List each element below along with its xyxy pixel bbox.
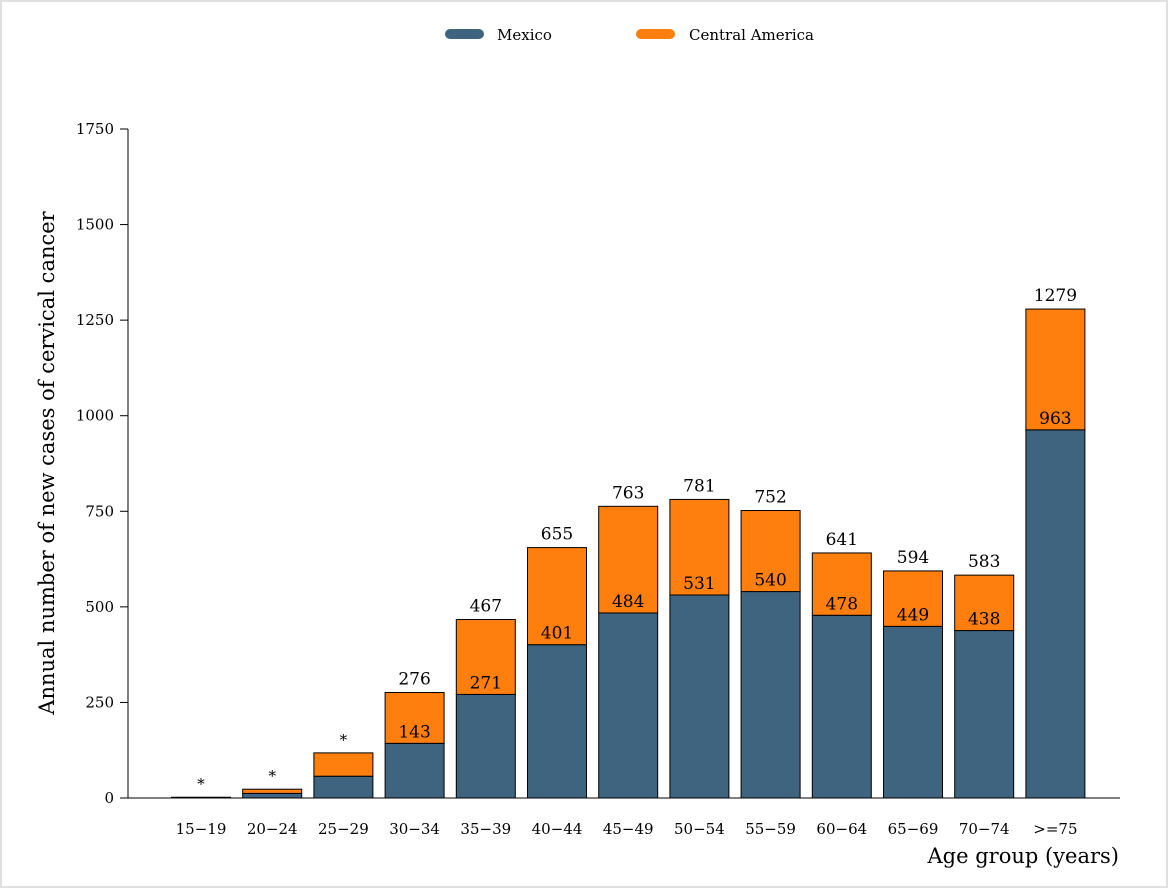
y-tick-label: 0 [104, 789, 114, 807]
total-data-label: 752 [754, 488, 786, 508]
bar-segment-mexico [314, 776, 373, 798]
bar-segment-mexico [955, 631, 1014, 798]
bar-segment-mexico [670, 595, 729, 798]
inner-data-label: 484 [612, 592, 644, 612]
inner-data-label: 401 [541, 624, 573, 644]
legend: Mexico Central America [445, 26, 814, 44]
x-tick-label: 70−74 [959, 820, 1010, 838]
x-tick-label: 45−49 [603, 820, 654, 838]
suppressed-marker: * [268, 767, 276, 785]
inner-data-label: 438 [968, 610, 1000, 630]
inner-data-label: 531 [683, 574, 715, 594]
x-tick-label: 20−24 [247, 820, 298, 838]
bar-segment-mexico [812, 615, 871, 798]
x-tick-label: 30−34 [389, 820, 440, 838]
inner-data-label: 449 [897, 605, 929, 625]
inner-data-label: 963 [1039, 409, 1071, 429]
y-tick-label: 1000 [76, 407, 114, 425]
inner-data-label: 478 [826, 594, 858, 614]
y-tick-label: 500 [85, 598, 114, 616]
y-axis: 0 250 500 750 1000 1250 1500 1750 [76, 120, 128, 807]
total-data-label: 1279 [1034, 286, 1077, 306]
bars [172, 309, 1085, 798]
total-data-label: 467 [470, 596, 502, 616]
legend-swatch [636, 29, 675, 39]
total-data-label: 763 [612, 483, 644, 503]
x-axis-title: Age group (years) [927, 844, 1120, 868]
inner-data-label: 143 [398, 722, 430, 742]
bar-segment-mexico [741, 592, 800, 798]
x-tick-label: 65−69 [888, 820, 939, 838]
y-tick-label: 1500 [76, 216, 114, 234]
suppressed-marker: * [340, 731, 348, 749]
x-tick-label: 55−59 [745, 820, 796, 838]
bar-segment-central-america [243, 789, 302, 793]
inner-data-label: 540 [754, 571, 786, 591]
legend-label: Mexico [497, 26, 552, 44]
y-tick-label: 250 [85, 693, 114, 711]
bar-segment-mexico [599, 613, 658, 798]
y-tick-label: 1250 [76, 311, 114, 329]
bar-segment-mexico [385, 743, 444, 798]
bar-segment-mexico [528, 645, 587, 798]
total-data-label: 781 [683, 476, 715, 496]
total-data-label: 276 [398, 669, 430, 689]
x-tick-label: 35−39 [460, 820, 511, 838]
x-tick-label: 25−29 [318, 820, 369, 838]
legend-label: Central America [689, 26, 814, 44]
bar-segment-central-america [314, 753, 373, 776]
total-data-label: 641 [826, 530, 858, 550]
x-tick-label: 15−19 [176, 820, 227, 838]
x-tick-label: 40−44 [532, 820, 583, 838]
x-tick-label: >=75 [1033, 820, 1077, 838]
bar-segment-mexico [1026, 430, 1085, 798]
bar-segment-mexico [456, 694, 515, 798]
total-data-label: 655 [541, 525, 573, 545]
x-axis: 15−19 20−24 25−29 30−34 35−39 40−44 45−49 50−54… [128, 798, 1120, 838]
y-tick-label: 1750 [76, 120, 114, 138]
total-data-label: 583 [968, 552, 1000, 572]
total-data-label: 594 [897, 548, 929, 568]
y-tick-label: 750 [85, 502, 114, 520]
bar-segment-mexico [243, 793, 302, 798]
y-axis-title: Annual number of new cases of cervical c… [35, 210, 59, 715]
suppressed-marker: * [197, 775, 205, 793]
x-tick-label: 60−64 [816, 820, 867, 838]
legend-swatch [445, 29, 484, 39]
x-tick-label: 50−54 [674, 820, 725, 838]
bar-segment-mexico [884, 626, 943, 798]
inner-data-label: 271 [470, 673, 502, 693]
